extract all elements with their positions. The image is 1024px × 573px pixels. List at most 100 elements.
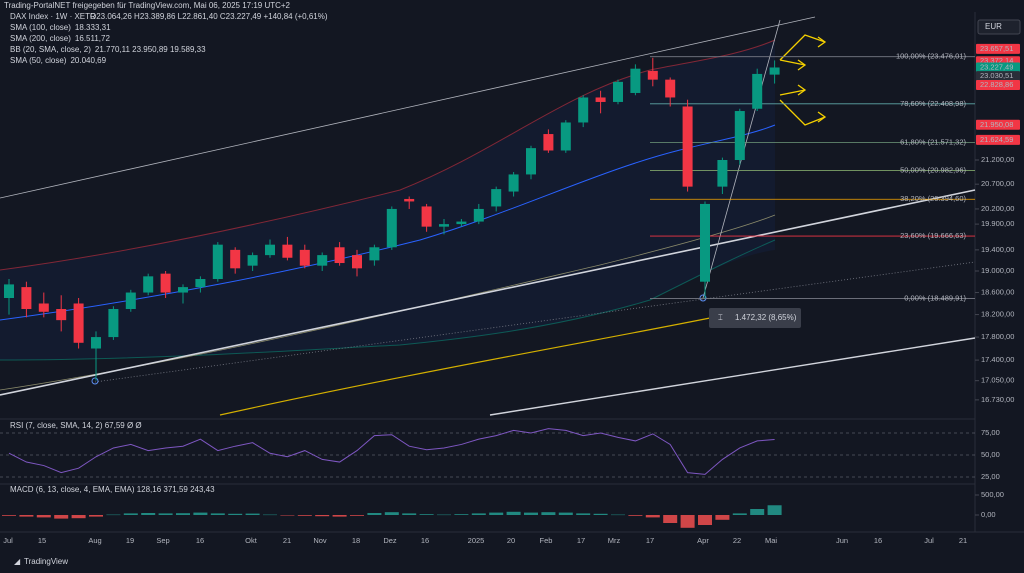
macd-bar bbox=[680, 515, 695, 528]
macd-bar bbox=[106, 514, 121, 516]
x-tick-label: Jul bbox=[3, 536, 13, 545]
fib-label: 0,00% (18.489,91) bbox=[904, 294, 966, 303]
macd-tick-label: 500,00 bbox=[981, 490, 1004, 499]
macd-bar bbox=[193, 512, 208, 515]
x-tick-label: 21 bbox=[959, 536, 967, 545]
macd-bar bbox=[402, 513, 417, 515]
x-tick-label: 15 bbox=[38, 536, 46, 545]
candle-body bbox=[108, 309, 119, 338]
channel-upper bbox=[0, 16, 816, 199]
candle-body bbox=[160, 273, 171, 293]
channel-lower bbox=[489, 337, 976, 416]
bb-lower bbox=[0, 239, 776, 361]
footer: TradingView bbox=[24, 557, 68, 566]
macd-bar bbox=[384, 512, 399, 515]
macd-bar bbox=[558, 512, 573, 515]
y-tick-label: 18.200,00 bbox=[981, 310, 1014, 319]
candle-body bbox=[21, 287, 32, 310]
candle-body bbox=[369, 247, 380, 261]
macd-bar bbox=[332, 515, 347, 517]
candle-body bbox=[665, 79, 676, 98]
logo: ◢ bbox=[14, 557, 21, 566]
measure-box bbox=[709, 308, 801, 328]
fib-label: 23,60% (19.666,63) bbox=[900, 231, 966, 240]
macd-bar bbox=[611, 514, 625, 516]
candle-body bbox=[734, 111, 745, 160]
x-tick-label: Sep bbox=[156, 536, 169, 545]
rsi-tick-label: 75,00 bbox=[981, 428, 1000, 437]
macd-bar bbox=[645, 515, 660, 518]
price-tag-label: 23.372,14 bbox=[980, 56, 1013, 65]
price-tag-label: 23.657,51 bbox=[980, 44, 1013, 53]
candle-body bbox=[4, 284, 14, 299]
x-tick-label: Dez bbox=[383, 536, 397, 545]
indicator-name: SMA (200, close) bbox=[10, 34, 71, 43]
candle-body bbox=[717, 160, 728, 187]
symbol: DAX Index · 1W · XETR bbox=[10, 12, 96, 21]
candle-body bbox=[456, 221, 467, 225]
x-tick-label: Mai bbox=[765, 536, 777, 545]
y-tick-label: 20.700,00 bbox=[981, 179, 1014, 188]
x-tick-label: Nov bbox=[313, 536, 327, 545]
price-tag bbox=[976, 71, 1020, 82]
macd-bar bbox=[123, 513, 138, 515]
price-tag-label: 23.227,49 bbox=[980, 62, 1013, 71]
indicator-name: SMA (50, close) bbox=[10, 56, 67, 65]
macd-bar bbox=[228, 513, 243, 515]
candle-body bbox=[91, 337, 101, 349]
macd-bar bbox=[506, 511, 521, 515]
macd-bar bbox=[89, 515, 103, 517]
x-tick-label: 16 bbox=[874, 536, 882, 545]
macd-bar bbox=[437, 514, 451, 516]
price-tag bbox=[976, 134, 1020, 145]
y-tick-label: 16.730,00 bbox=[981, 395, 1014, 404]
x-tick-label: 2025 bbox=[468, 536, 485, 545]
candle-body bbox=[125, 292, 136, 310]
candle-body bbox=[282, 244, 293, 258]
macd-bar bbox=[524, 512, 538, 515]
candle-body bbox=[421, 206, 432, 227]
x-tick-label: 16 bbox=[196, 536, 204, 545]
candle-body bbox=[38, 303, 49, 312]
macd-bar bbox=[245, 513, 260, 515]
macd-bar bbox=[176, 513, 190, 515]
candle-body bbox=[543, 134, 554, 151]
candle-body bbox=[317, 255, 328, 266]
rsi-label: RSI (7, close, SMA, 14, 2) 67,59 Ø Ø bbox=[10, 421, 142, 430]
price-tag bbox=[976, 80, 1020, 91]
indicator-values: 18.333,31 bbox=[75, 23, 111, 32]
macd-bar bbox=[698, 515, 712, 525]
x-tick-label: 21 bbox=[283, 536, 291, 545]
candle-body bbox=[212, 244, 223, 280]
candle-body bbox=[700, 203, 710, 282]
macd-bar bbox=[54, 515, 69, 519]
candle-body bbox=[247, 255, 258, 266]
y-tick-label: 17.800,00 bbox=[981, 332, 1014, 341]
currency[interactable]: EUR bbox=[985, 22, 1002, 31]
price-tag-label: 21.624,59 bbox=[980, 135, 1013, 144]
indicator-values: 16.511,72 bbox=[75, 34, 111, 43]
bb-basis bbox=[0, 124, 776, 321]
x-tick-label: 19 bbox=[126, 536, 134, 545]
macd-bar bbox=[750, 509, 765, 515]
macd-bar bbox=[732, 513, 747, 515]
y-tick-label: 17.050,00 bbox=[981, 376, 1014, 385]
candle-body bbox=[752, 73, 763, 109]
macd-bar bbox=[210, 513, 225, 515]
share-note: Trading-PortalNET freigegeben für Tradin… bbox=[4, 1, 291, 10]
x-tick-label: Jun bbox=[836, 536, 848, 545]
candle-body bbox=[769, 67, 780, 75]
x-tick-label: Mrz bbox=[608, 536, 621, 545]
y-tick-label: 19.400,00 bbox=[981, 245, 1014, 254]
candle-body bbox=[195, 279, 206, 288]
candle-body bbox=[613, 81, 623, 102]
fib-label: 50,00% (20.982,96) bbox=[900, 165, 966, 174]
candle-body bbox=[682, 106, 693, 187]
x-tick-label: Feb bbox=[540, 536, 553, 545]
currency-box[interactable] bbox=[977, 19, 1021, 35]
x-tick-label: Aug bbox=[88, 536, 101, 545]
x-tick-label: Okt bbox=[245, 536, 258, 545]
dotted-trend bbox=[94, 261, 976, 383]
y-tick-label: 18.600,00 bbox=[981, 288, 1014, 297]
